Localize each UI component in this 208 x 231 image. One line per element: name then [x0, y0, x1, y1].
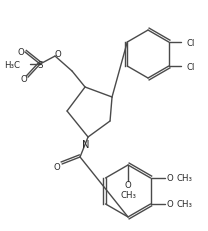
- Text: H₃C: H₃C: [4, 60, 20, 69]
- Text: O: O: [167, 200, 173, 209]
- Text: CH₃: CH₃: [177, 200, 193, 209]
- Text: Cl: Cl: [187, 38, 195, 47]
- Text: Cl: Cl: [187, 62, 195, 71]
- Text: S: S: [37, 60, 43, 69]
- Text: N: N: [82, 139, 90, 149]
- Text: O: O: [125, 181, 131, 190]
- Text: CH₃: CH₃: [177, 174, 193, 183]
- Text: CH₃: CH₃: [120, 191, 136, 200]
- Text: O: O: [167, 174, 173, 183]
- Text: O: O: [18, 47, 25, 56]
- Text: O: O: [55, 49, 61, 58]
- Text: O: O: [21, 74, 27, 83]
- Text: O: O: [54, 163, 61, 172]
